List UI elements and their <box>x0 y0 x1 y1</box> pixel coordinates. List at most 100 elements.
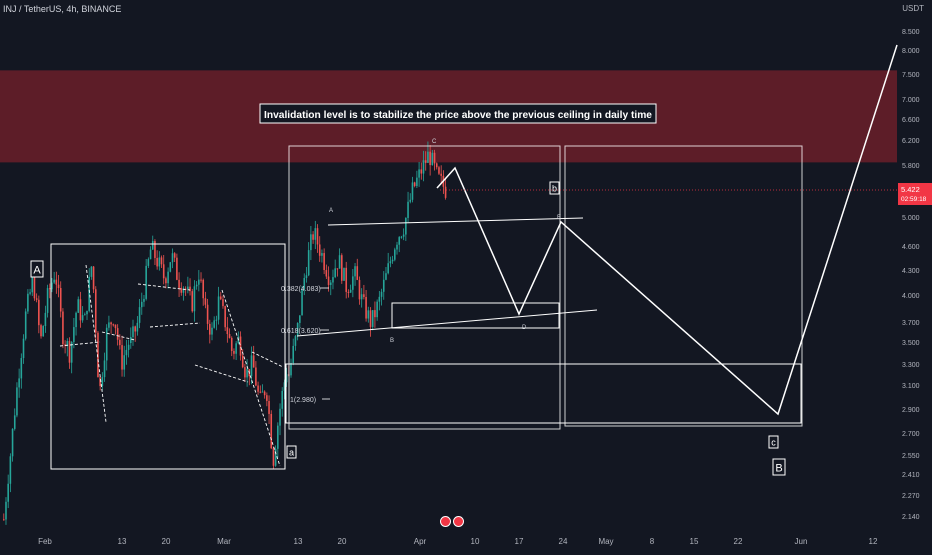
candle-countdown: 02:59:18 <box>901 196 927 203</box>
wave-a-box[interactable] <box>50 243 286 470</box>
triangle-line[interactable] <box>149 322 201 328</box>
candle-body <box>429 151 431 166</box>
candle-body <box>349 289 352 293</box>
candle-body <box>296 322 299 337</box>
candle-body <box>318 244 321 256</box>
candle-body <box>29 292 31 294</box>
candle-body <box>270 413 273 449</box>
candle-body <box>169 262 172 272</box>
x-tick-label: 20 <box>162 537 171 546</box>
current-price-tag <box>898 183 932 205</box>
candle-body <box>312 234 314 240</box>
fib-level-label: 0.618(3.620) <box>281 328 321 335</box>
candle-body <box>162 264 165 279</box>
candle-body <box>327 276 330 285</box>
wave-label-b: b <box>552 184 557 194</box>
candle-body <box>112 324 115 326</box>
wave-b-box[interactable] <box>288 145 561 430</box>
candle-body <box>380 291 383 297</box>
candle-body <box>299 315 301 323</box>
candle-body <box>272 448 275 466</box>
candle-body <box>182 288 185 293</box>
candle-body <box>46 288 49 313</box>
triangle-line[interactable] <box>85 264 107 423</box>
us-flag-event-icon[interactable] <box>453 516 464 527</box>
y-tick-label: 5.000 <box>902 215 920 222</box>
y-tick-label: 2.140 <box>902 514 920 521</box>
candle-body <box>391 259 394 262</box>
candle-body <box>239 336 242 356</box>
candle-body <box>222 299 224 307</box>
candle-body <box>360 294 363 300</box>
triangle-line[interactable] <box>194 364 249 383</box>
candle-body <box>376 301 378 318</box>
wave-label-c: c <box>771 438 776 448</box>
candle-body <box>398 237 401 245</box>
target-box-2980[interactable] <box>285 363 802 424</box>
candle-body <box>323 253 325 271</box>
candle-body <box>411 182 414 200</box>
y-tick-label: 6.600 <box>902 117 920 124</box>
y-tick-label: 4.000 <box>902 293 920 300</box>
candle-body <box>132 326 134 337</box>
candle-body <box>387 263 389 274</box>
projection-path[interactable] <box>436 44 898 416</box>
triangle-line[interactable] <box>59 341 101 347</box>
candle-body <box>59 288 62 312</box>
candle-body <box>125 349 128 356</box>
triangle-upper-line[interactable] <box>327 217 584 226</box>
candle-body <box>105 327 108 361</box>
candle-body <box>407 201 409 218</box>
us-flag-event-icon[interactable] <box>440 516 451 527</box>
candle-body <box>70 341 73 363</box>
candle-body <box>422 160 425 174</box>
candle-body <box>180 287 183 293</box>
candle-body <box>307 250 310 276</box>
candle-body <box>101 377 104 387</box>
wave-c-box[interactable] <box>564 145 803 427</box>
candle-body <box>167 271 169 284</box>
candle-body <box>55 279 58 285</box>
candle-body <box>165 278 167 284</box>
candle-body <box>294 336 297 346</box>
triangle-lower-line[interactable] <box>296 309 598 337</box>
candle-body <box>301 289 303 316</box>
candle-body <box>140 301 143 308</box>
wave-label-b-box <box>549 181 560 195</box>
y-tick-label: 7.000 <box>902 97 920 104</box>
candle-body <box>431 152 434 166</box>
candle-body <box>193 286 196 312</box>
candle-body <box>413 182 416 186</box>
triangle-line[interactable] <box>137 283 191 291</box>
candle-body <box>9 456 12 484</box>
triangle-line[interactable] <box>221 289 281 467</box>
candle-body <box>418 169 420 178</box>
candle-body <box>321 253 323 256</box>
candle-body <box>303 278 306 290</box>
x-tick-label: 12 <box>869 537 878 546</box>
candle-body <box>147 259 150 266</box>
target-box-d[interactable] <box>391 302 560 329</box>
candle-body <box>341 255 343 281</box>
candle-body <box>62 311 64 345</box>
triangle-line[interactable] <box>101 331 136 341</box>
x-tick-label: Mar <box>217 537 231 546</box>
candle-body <box>110 322 112 325</box>
candle-body <box>138 307 141 323</box>
candle-body <box>402 234 405 237</box>
candle-body <box>73 327 75 342</box>
y-tick-label: 3.300 <box>902 362 920 369</box>
candle-body <box>363 294 365 297</box>
candle-body <box>382 279 385 292</box>
candle-body <box>42 326 45 337</box>
candle-body <box>198 279 200 285</box>
candle-body <box>281 390 284 409</box>
candle-body <box>81 315 84 321</box>
candle-body <box>378 296 381 302</box>
x-tick-label: 15 <box>690 537 699 546</box>
candle-body <box>5 501 7 520</box>
triangle-line[interactable] <box>251 351 284 368</box>
candle-body <box>219 296 222 300</box>
